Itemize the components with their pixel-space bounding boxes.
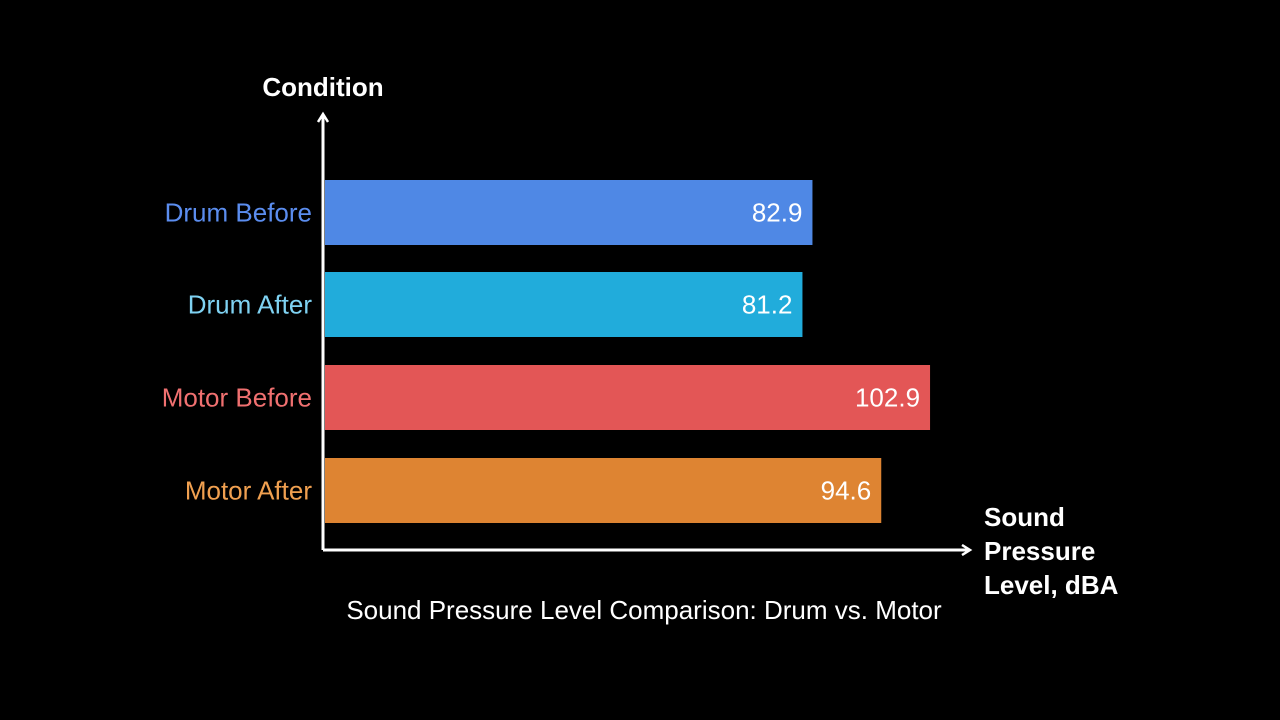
bars-layer: 82.9 Drum Before 81.2 Drum After 102.9 Motor … (162, 180, 931, 523)
category-label: Motor Before (162, 383, 312, 413)
chart-title: Sound Pressure Level Comparison: Drum vs… (346, 595, 942, 625)
value-label: 82.9 (752, 198, 803, 228)
x-axis-title-line-1: Sound (984, 502, 1065, 532)
value-label: 102.9 (855, 383, 920, 413)
category-label: Drum Before (165, 198, 312, 228)
value-label: 81.2 (742, 290, 793, 320)
y-axis-title: Condition (262, 72, 383, 102)
x-axis-title-line-2: Pressure (984, 536, 1095, 566)
bar-drum-after (325, 272, 803, 337)
bar-motor-after (325, 458, 882, 523)
bar-motor-before (325, 365, 931, 430)
category-label: Drum After (188, 290, 313, 320)
bar-drum-before (325, 180, 813, 245)
x-axis-title-line-3: Level, dBA (984, 570, 1119, 600)
value-label: 94.6 (821, 476, 872, 506)
category-label: Motor After (185, 476, 312, 506)
x-axis-title: Sound Pressure Level, dBA (984, 502, 1119, 600)
